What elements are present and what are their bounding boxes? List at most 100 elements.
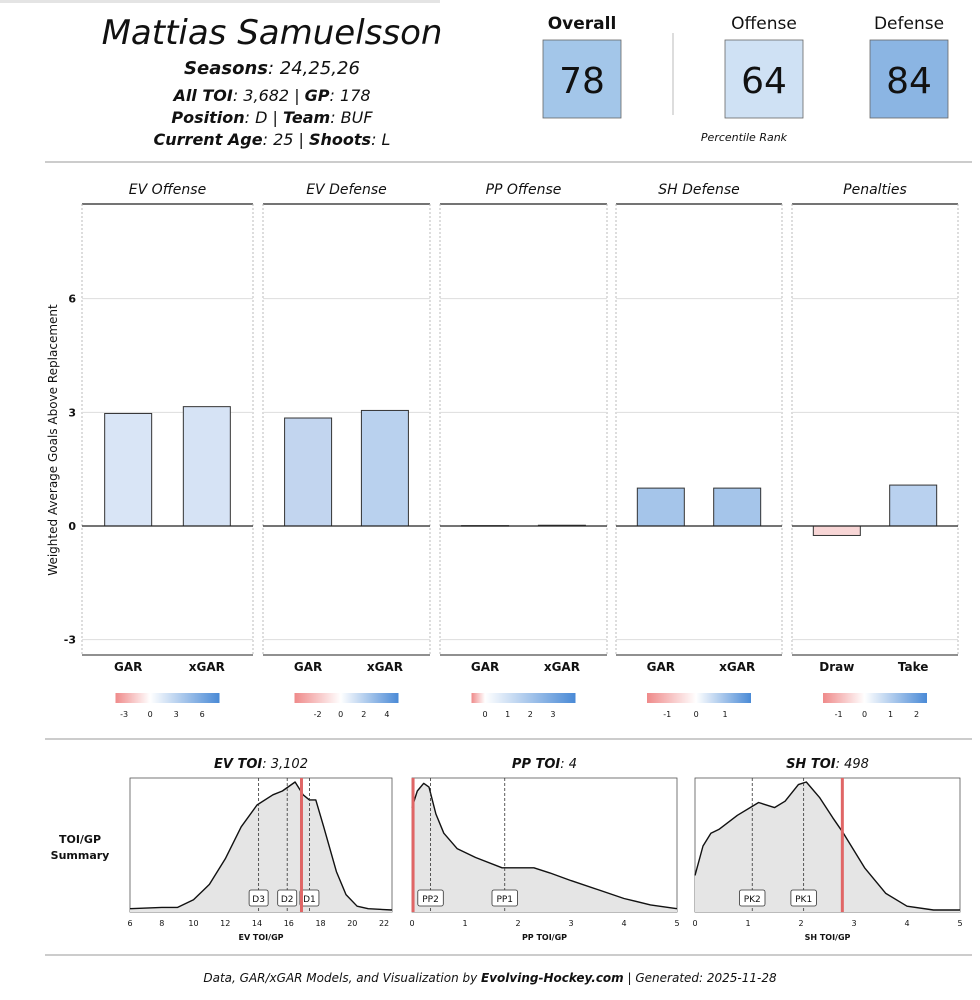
offense-label: Offense [731, 14, 797, 34]
bar-panel-ev-offense: EV Offense GAR xGAR -3 0 3 6 [81, 182, 254, 719]
x-tick-label: 4 [904, 919, 909, 928]
x-category-label: GAR [114, 660, 142, 674]
panel-title: EV Defense [306, 182, 387, 198]
legend-tick-label: -1 [835, 710, 843, 719]
x-category-label: Take [898, 660, 929, 674]
density-panel-2: SH TOI: 498 PK2 PK1 0 1 2 3 4 5 SH TOI/GP [692, 757, 962, 942]
x-tick-label: 22 [379, 919, 389, 928]
legend-colorbar [294, 693, 399, 703]
density-title-value: : 4 [560, 757, 577, 772]
overall-score: 78 [559, 61, 605, 102]
panel-title: Penalties [843, 182, 907, 198]
legend-colorbar [647, 693, 751, 703]
legend-tick-label: -3 [120, 710, 128, 719]
row-label-1: TOI/GP [59, 833, 101, 846]
legend-tick-label: 1 [722, 710, 727, 719]
seasons-label: Seasons [184, 58, 268, 79]
density-curve [411, 782, 678, 910]
legend-tick-label: 3 [174, 710, 179, 719]
tier-marker-box [248, 889, 269, 907]
legend-tick-label: 2 [914, 710, 919, 719]
x-tick-label: 4 [621, 919, 626, 928]
x-category-label: GAR [471, 660, 499, 674]
bar-panel-penalties: Penalties Draw Take -1 0 1 2 [791, 182, 959, 719]
bar-draw [812, 525, 861, 536]
legend-colorbar [823, 693, 927, 703]
y-tick-label: -3 [64, 634, 76, 647]
x-axis-label: SH TOI/GP [805, 933, 851, 942]
legend-tick-label: 2 [361, 710, 366, 719]
defense-label: Defense [874, 14, 944, 34]
y-tick-label: 6 [68, 293, 76, 306]
x-tick-label: 10 [188, 919, 198, 928]
bar-panel-pp-offense: PP Offense GAR xGAR 0 1 2 3 [439, 182, 608, 719]
bar-gar [284, 417, 333, 527]
bar-take [889, 484, 938, 527]
legend-tick-label: 4 [384, 710, 389, 719]
toi-line: All TOI: 3,682 | GP: 178 [171, 86, 370, 105]
x-tick-label: 6 [127, 919, 132, 928]
y-axis-label: Weighted Average Goals Above Replacement [46, 304, 60, 576]
legend-tick-label: 0 [338, 710, 343, 719]
player-name: Mattias Samuelsson [102, 13, 443, 53]
team-value: : BUF [330, 108, 373, 127]
y-tick-label: 3 [68, 406, 76, 419]
x-tick-label: 0 [409, 919, 414, 928]
x-tick-label: 12 [220, 919, 230, 928]
legend-tick-label: 3 [550, 710, 555, 719]
x-category-label: xGAR [367, 660, 403, 674]
x-tick-label: 2 [515, 919, 520, 928]
position-value: : D | [245, 108, 283, 127]
footer-suffix: | Generated: 2025-11-28 [624, 971, 777, 985]
legend-tick-label: 1 [505, 710, 510, 719]
row-label-2: Summary [51, 849, 110, 862]
panel-title: EV Offense [129, 182, 206, 198]
x-tick-label: 5 [674, 919, 679, 928]
footer-brand: Evolving-Hockey.com [481, 971, 624, 985]
bar-xgar [360, 409, 409, 527]
density-area [130, 782, 392, 912]
gp-value: : 178 [330, 86, 371, 105]
offense-score-box [724, 39, 804, 119]
legend-tick-label: 0 [694, 710, 699, 719]
x-tick-label: 5 [957, 919, 962, 928]
toi-value: : 3,682 | [233, 86, 305, 105]
density-title: SH TOI: 498 [786, 757, 869, 772]
density-title-label: EV TOI [214, 757, 262, 772]
position-line: Position: D | Team: BUF [171, 108, 373, 127]
x-tick-label: 1 [462, 919, 467, 928]
density-area [412, 783, 677, 912]
density-panel-0: EV TOI: 3,102 D3 D2 D1 6 8 10 12 14 16 18 20 22 EV TO… [127, 757, 393, 942]
x-tick-label: 8 [159, 919, 164, 928]
density-title: EV TOI: 3,102 [214, 757, 308, 772]
panel-title: SH Defense [658, 182, 740, 198]
x-category-label: Draw [819, 660, 854, 674]
legend-tick-label: 6 [200, 710, 205, 719]
legend-colorbar [115, 693, 220, 703]
seasons-value: : 24,25,26 [268, 58, 360, 79]
y-tick-label: 0 [68, 520, 76, 533]
legend-tick-label: 0 [862, 710, 867, 719]
tier-marker-label: PK1 [795, 895, 812, 905]
tier-marker-box [491, 889, 518, 907]
tier-marker-label: PP1 [496, 895, 513, 905]
tier-marker-box [417, 889, 444, 907]
x-tick-label: 18 [315, 919, 325, 928]
team-label: Team [283, 108, 330, 127]
x-category-label: xGAR [544, 660, 580, 674]
tier-marker-box [739, 889, 766, 907]
top-bar [0, 0, 440, 3]
legend-tick-label: 0 [483, 710, 488, 719]
density-panel-1: PP TOI: 4 PP2 PP1 0 1 2 3 4 5 PP TOI/GP [409, 757, 679, 942]
tier-marker-label: PK2 [744, 895, 761, 905]
x-tick-label: 14 [252, 919, 262, 928]
x-category-label: GAR [294, 660, 322, 674]
x-tick-label: 20 [347, 919, 357, 928]
panel-title: PP Offense [486, 182, 562, 198]
shoots-value: : L [371, 130, 390, 149]
density-curve [129, 781, 393, 911]
legend-tick-label: 2 [528, 710, 533, 719]
footer-credit: Data, GAR/xGAR Models, and Visualization… [203, 971, 777, 985]
gp-label: GP [305, 86, 330, 105]
